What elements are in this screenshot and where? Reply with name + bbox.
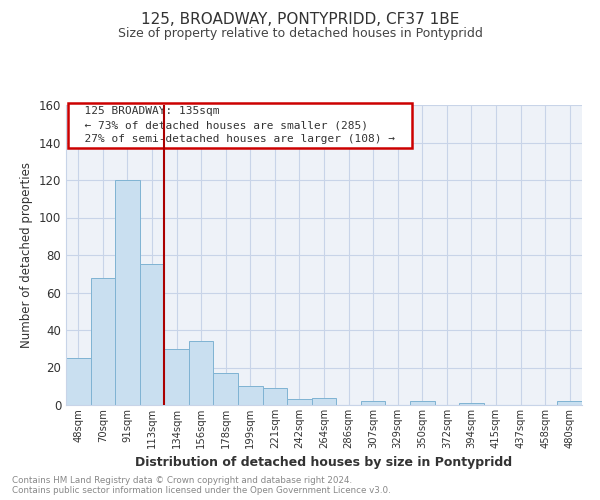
Bar [115, 180, 140, 405]
Bar [214, 373, 238, 405]
Bar [287, 400, 312, 405]
Bar [164, 349, 189, 405]
Bar [189, 341, 214, 405]
Text: 125 BROADWAY: 135sqm
  ← 73% of detached houses are smaller (285)
  27% of semi-: 125 BROADWAY: 135sqm ← 73% of detached h… [71, 106, 409, 144]
Bar [361, 401, 385, 405]
Text: Size of property relative to detached houses in Pontypridd: Size of property relative to detached ho… [118, 28, 482, 40]
Bar [140, 264, 164, 405]
X-axis label: Distribution of detached houses by size in Pontypridd: Distribution of detached houses by size … [136, 456, 512, 469]
Bar [459, 403, 484, 405]
Text: 125, BROADWAY, PONTYPRIDD, CF37 1BE: 125, BROADWAY, PONTYPRIDD, CF37 1BE [141, 12, 459, 28]
Bar [312, 398, 336, 405]
Bar [66, 358, 91, 405]
Bar [91, 278, 115, 405]
Bar [238, 386, 263, 405]
Y-axis label: Number of detached properties: Number of detached properties [20, 162, 33, 348]
Text: Contains HM Land Registry data © Crown copyright and database right 2024.
Contai: Contains HM Land Registry data © Crown c… [12, 476, 391, 495]
Bar [557, 401, 582, 405]
Bar [263, 388, 287, 405]
Bar [410, 401, 434, 405]
